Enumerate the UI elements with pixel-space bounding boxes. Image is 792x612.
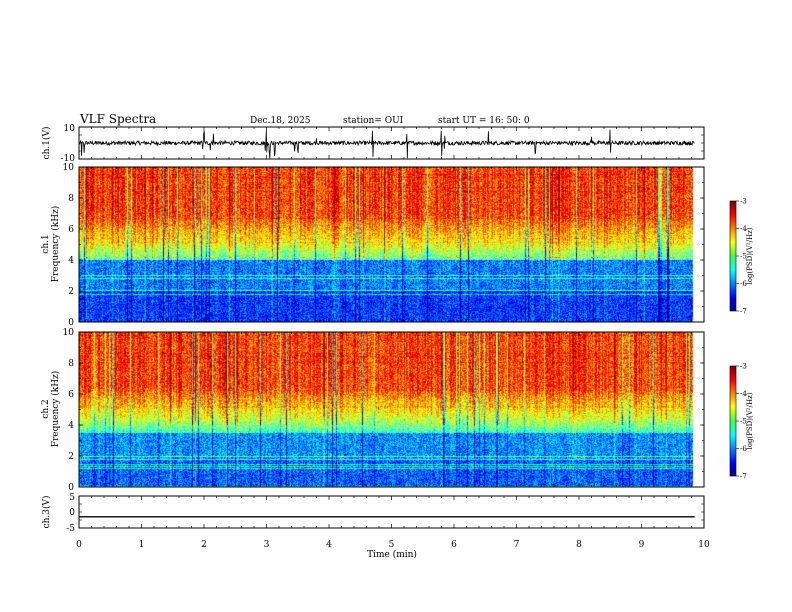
date-label: Dec.18, 2025: [250, 116, 311, 126]
colorbar-tick-label: -3: [740, 198, 747, 206]
ch2-spec-ylabel: ch.2: [41, 399, 51, 418]
ch1-ytick-bottom: -10: [61, 154, 76, 164]
ch3-frame: [78, 495, 705, 529]
ch3-ylabel: ch.3(V): [41, 496, 52, 529]
x-axis-label: Time (min): [367, 549, 417, 560]
freq-tick-label: 0: [68, 318, 74, 328]
ch1-waveform-panel: 10 -10 ch.1(V): [41, 124, 705, 164]
freq-tick-label: 4: [68, 421, 74, 431]
colorbar-tick-label: -5: [740, 418, 747, 426]
freq-tick-label: 8: [68, 359, 74, 369]
x-tick-label: 4: [326, 540, 332, 550]
freq-tick-label: 4: [68, 256, 74, 266]
x-tick-label: 7: [514, 540, 520, 550]
freq-tick-label: 10: [63, 163, 75, 173]
x-tick-label: 1: [139, 540, 145, 550]
ch1-spectrogram-image: [79, 167, 704, 322]
colorbar-tick-label: -7: [740, 308, 747, 316]
colorbar-tick-label: -5: [740, 253, 747, 261]
ch3-ytick-bottom: -5: [66, 524, 75, 534]
ch1-spec-ylabel-freq: Frequency (kHz): [50, 206, 61, 283]
ch3-ytick-top: 5: [69, 493, 75, 503]
ch1-spec-ylabel: ch.1: [41, 234, 51, 253]
freq-tick-label: 0: [68, 483, 74, 493]
x-tick-label: 3: [264, 540, 270, 550]
ch2-spectrogram-image: [79, 332, 704, 487]
freq-tick-label: 6: [68, 225, 74, 235]
x-axis-tick-labels: 0 1 2 3 4 5 6 7 8 9 10: [76, 540, 710, 550]
colorbar-tick-label: -4: [740, 225, 747, 233]
freq-tick-label: 10: [63, 328, 75, 338]
freq-tick-label: 8: [68, 194, 74, 204]
station-label: station= OUI: [343, 116, 404, 126]
ch1-colorbar-label: log(PSD)(V²/Hz): [746, 227, 754, 284]
x-tick-label: 5: [389, 540, 395, 550]
ch1-trace: [78, 129, 695, 159]
x-tick-label: 6: [451, 540, 457, 550]
ch3-ytick-mid: 0: [69, 508, 75, 518]
x-tick-label: 9: [639, 540, 645, 550]
freq-tick-label: 2: [68, 452, 74, 462]
ch3-waveform-panel: 5 0 -5 ch.3(V): [41, 493, 705, 534]
colorbar-tick-label: -6: [740, 280, 747, 288]
freq-tick-label: 2: [68, 287, 74, 297]
colorbar-tick-label: -4: [740, 390, 747, 398]
start-ut-label: start UT = 16: 50: 0: [438, 116, 530, 126]
x-tick-label: 10: [698, 540, 710, 550]
x-tick-label: 8: [576, 540, 582, 550]
x-tick-label: 2: [201, 540, 207, 550]
x-tick-label: 0: [76, 540, 82, 550]
ch1-ylabel: ch.1(V): [41, 127, 52, 160]
colorbar-tick-label: -7: [740, 473, 747, 481]
ch1-ytick-top: 10: [64, 124, 76, 134]
chart-title: VLF Spectra: [79, 112, 156, 126]
ch2-spec-ylabel-freq: Frequency (kHz): [50, 371, 61, 448]
freq-tick-label: 6: [68, 390, 74, 400]
colorbar-tick-label: -3: [740, 363, 747, 371]
ch1-colorbar: [730, 201, 736, 311]
ch2-colorbar-label: log(PSD)(V²/Hz): [746, 392, 754, 449]
ch2-colorbar: [730, 366, 736, 476]
colorbar-tick-label: -6: [740, 445, 747, 453]
